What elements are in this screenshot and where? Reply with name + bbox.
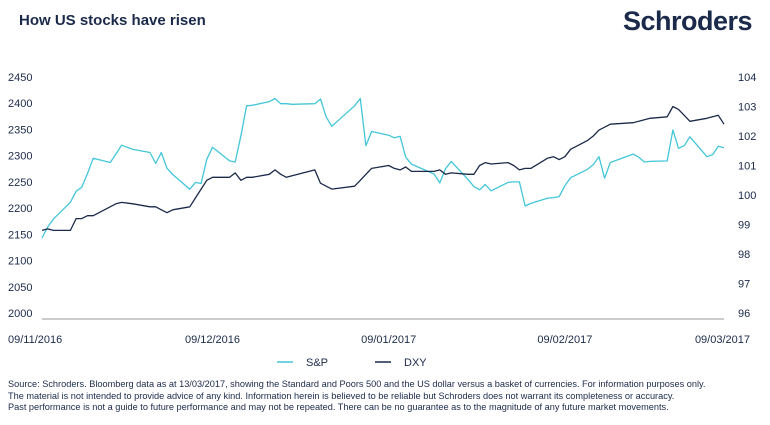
y-left-tick-label: 2300 — [8, 151, 32, 163]
y-right-tick-label: 102 — [738, 131, 756, 143]
y-left-tick-label: 2050 — [8, 282, 32, 294]
y-left-tick-label: 2350 — [8, 124, 32, 136]
footnote: Source: Schroders. Bloomberg data as at … — [8, 379, 758, 414]
y-right-tick-label: 97 — [738, 279, 750, 291]
y-right-tick-label: 104 — [738, 72, 756, 84]
x-tick-label: 09/12/2016 — [185, 334, 240, 346]
chart-axes: 2000 2050 2100 2150 2200 2250 2300 2350 2400 2450… — [8, 72, 756, 346]
y-right-tick-label: 100 — [738, 190, 756, 202]
legend-label-sp: S&P — [306, 357, 328, 369]
y-right-tick-label: 103 — [738, 102, 756, 114]
y-left-tick-label: 2250 — [8, 177, 32, 189]
x-tick-label: 09/02/2017 — [537, 334, 592, 346]
y-left-tick-label: 2000 — [8, 308, 32, 320]
y-left-tick-label: 2400 — [8, 98, 32, 110]
y-left-tick-label: 2100 — [8, 256, 32, 268]
series-line-sp — [41, 97, 725, 239]
y-right-tick-label: 101 — [738, 161, 756, 173]
line-chart: 2000 2050 2100 2150 2200 2250 2300 2350 2400 2450… — [8, 72, 756, 369]
footnote-line: Source: Schroders. Bloomberg data as at … — [8, 379, 706, 389]
footnote-line: The material is not intended to provide … — [8, 390, 675, 401]
y-right-tick-label: 99 — [738, 220, 750, 232]
chart-series — [41, 97, 725, 239]
legend-label-dxy: DXY — [404, 357, 427, 369]
y-left-tick-label: 2150 — [8, 229, 32, 241]
chart-title: How US stocks have risen — [19, 12, 206, 29]
x-tick-label: 09/03/2017 — [695, 334, 750, 346]
x-tick-label: 09/01/2017 — [361, 334, 416, 346]
chart-legend: S&P DXY — [277, 357, 427, 369]
x-tick-label: 09/11/2016 — [8, 334, 62, 346]
y-left-tick-label: 2450 — [8, 72, 32, 84]
series-line-dxy — [41, 105, 725, 232]
footnote-line: Past performance is not a guide to futur… — [8, 402, 669, 412]
y-left-tick-label: 2200 — [8, 203, 32, 215]
y-right-tick-label: 98 — [738, 249, 750, 261]
brand-logo: Schroders — [622, 6, 753, 36]
y-right-tick-label: 96 — [738, 308, 750, 320]
